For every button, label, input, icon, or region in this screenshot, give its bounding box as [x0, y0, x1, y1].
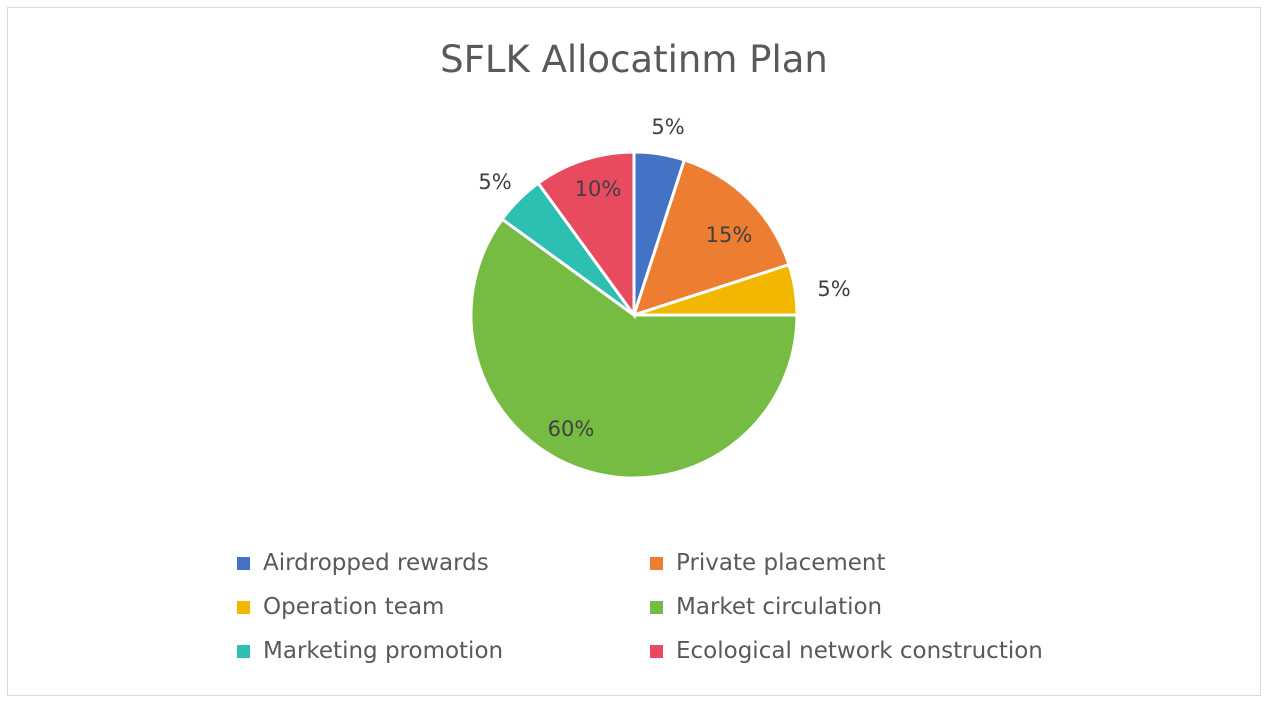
chart-title: SFLK Allocatinm Plan: [440, 38, 828, 81]
legend-item: Airdropped rewards: [237, 550, 489, 576]
legend-swatch: [650, 556, 663, 570]
legend-label: Private placement: [676, 550, 886, 576]
legend-item: Private placement: [650, 550, 886, 576]
legend-swatch: [237, 644, 250, 658]
data-label: 15%: [706, 223, 753, 247]
legend-label: Market circulation: [676, 594, 883, 620]
legend-swatch: [650, 644, 663, 658]
data-label: 5%: [478, 170, 511, 194]
chart-frame: [7, 7, 1261, 696]
pie-slice-market-circulation: [469, 217, 799, 480]
legend-item: Ecological network construction: [650, 638, 1043, 664]
legend-label: Airdropped rewards: [263, 550, 489, 576]
data-label: 5%: [817, 277, 850, 301]
legend-item: Marketing promotion: [237, 638, 503, 664]
data-label: 60%: [548, 417, 595, 441]
legend-swatch: [237, 556, 250, 570]
legend-label: Operation team: [263, 594, 445, 620]
legend-swatch: [650, 600, 663, 614]
pie-slice-ecological-network-construction: [536, 150, 636, 320]
legend-item: Operation team: [237, 594, 444, 620]
data-label: 10%: [575, 177, 622, 201]
legend-swatch: [237, 600, 250, 614]
legend-label: Marketing promotion: [263, 638, 504, 664]
legend-label: Ecological network construction: [676, 638, 1043, 664]
data-label: 5%: [651, 115, 684, 139]
legend-item: Market circulation: [650, 594, 882, 620]
